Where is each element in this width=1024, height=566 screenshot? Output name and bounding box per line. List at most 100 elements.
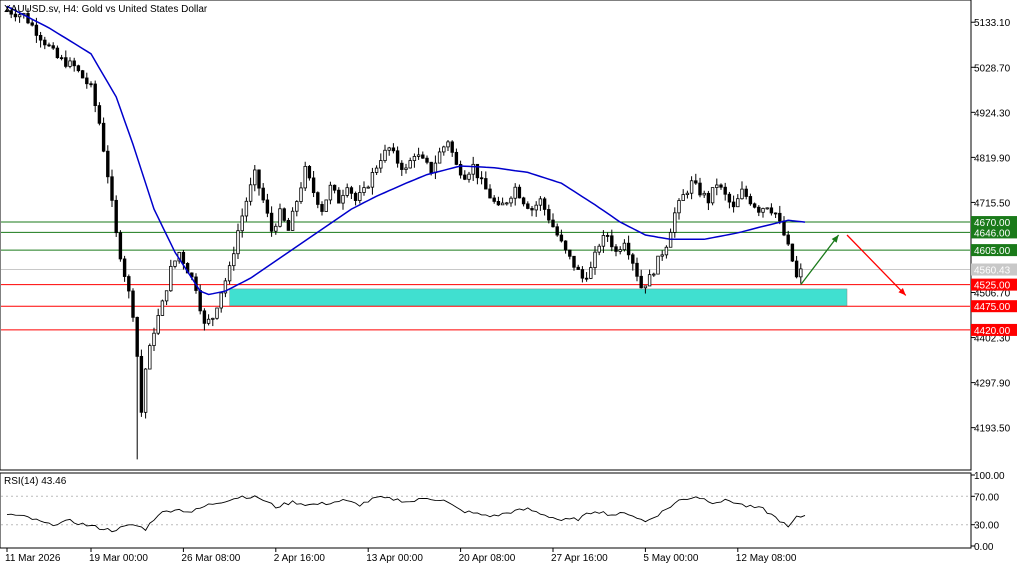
candle — [324, 199, 328, 212]
candle — [425, 155, 429, 165]
x-tick-label: 26 Mar 08:00 — [181, 553, 240, 564]
candle — [660, 250, 664, 261]
candle — [479, 171, 484, 185]
y-tick-label: 5133.10 — [974, 18, 1011, 29]
candle — [43, 36, 47, 50]
candle — [589, 261, 593, 280]
candle — [17, 12, 22, 23]
candle — [412, 153, 417, 168]
candle — [337, 187, 341, 204]
candle — [206, 314, 211, 326]
current-price-label: 4560.43 — [974, 266, 1011, 277]
candle — [97, 102, 102, 126]
candle — [156, 308, 160, 335]
moving-average — [6, 5, 806, 296]
candle — [559, 229, 564, 243]
candle — [278, 203, 282, 228]
candle — [790, 243, 795, 263]
candle — [269, 206, 274, 237]
candle — [152, 327, 156, 352]
candle — [475, 163, 480, 185]
candle — [274, 223, 278, 235]
rsi-pane-frame — [0, 472, 972, 549]
candle — [731, 195, 736, 213]
candle — [530, 206, 534, 217]
candle — [72, 57, 76, 72]
candle — [647, 269, 652, 287]
projection-arrow[interactable] — [800, 234, 840, 286]
candle — [395, 146, 400, 168]
candle — [488, 184, 492, 199]
candle — [635, 257, 639, 282]
candle — [702, 190, 706, 198]
chart-title: XAUUSD.sv, H4: Gold vs United States Dol… — [4, 4, 208, 15]
candle — [605, 232, 610, 242]
candle — [576, 264, 580, 270]
candle — [59, 54, 64, 61]
candle — [685, 190, 690, 199]
candle — [526, 201, 530, 210]
candle — [433, 155, 438, 180]
candle — [458, 160, 463, 179]
candle — [484, 171, 488, 190]
support-zone — [229, 288, 848, 307]
candle — [265, 193, 270, 218]
candle — [752, 202, 757, 209]
candle — [446, 140, 450, 151]
candle — [727, 191, 732, 209]
x-tick-label: 2 Apr 16:00 — [274, 553, 326, 564]
candle — [135, 316, 139, 460]
candle — [240, 208, 244, 238]
x-tick-label: 19 Mar 00:00 — [89, 553, 148, 564]
candle — [715, 178, 719, 196]
candle — [362, 181, 366, 196]
rsi-title: RSI(14) 43.46 — [4, 476, 67, 487]
candle — [744, 185, 748, 200]
level-badge — [971, 216, 1017, 229]
candle — [374, 165, 379, 175]
candle — [799, 263, 803, 284]
candle — [51, 42, 55, 50]
y-tick-label: 5028.70 — [974, 63, 1011, 74]
x-tick-label: 27 Apr 16:00 — [551, 553, 608, 564]
candle — [555, 223, 559, 237]
candle — [387, 146, 391, 156]
candle — [253, 165, 257, 192]
candle — [689, 176, 694, 200]
candle — [597, 243, 601, 256]
x-tick-label: 13 Apr 00:00 — [366, 553, 423, 564]
candle — [584, 272, 589, 282]
candle — [505, 201, 509, 206]
candle — [164, 290, 169, 306]
current-price-badge — [971, 263, 1017, 276]
level-badge-label: 4605.00 — [974, 246, 1011, 257]
candles — [5, 6, 803, 460]
candle — [160, 299, 165, 316]
rsi-tick-label: 0.00 — [974, 542, 994, 553]
candle — [286, 217, 291, 231]
candle — [341, 189, 345, 210]
projection-arrow[interactable] — [846, 234, 907, 296]
candle — [353, 191, 358, 206]
candle — [782, 216, 786, 237]
candle — [710, 187, 715, 206]
candle — [572, 255, 576, 271]
candle — [773, 212, 778, 219]
candle — [601, 230, 606, 253]
candle — [101, 117, 106, 153]
candle — [400, 160, 404, 176]
candle — [664, 245, 669, 259]
x-tick-label: 11 Mar 2026 — [5, 553, 61, 564]
candle — [492, 195, 496, 204]
candle — [626, 235, 631, 260]
candle — [332, 184, 337, 194]
candle — [379, 153, 383, 173]
candle — [232, 246, 236, 271]
candle — [85, 72, 89, 89]
candle — [538, 196, 543, 211]
candle — [311, 170, 316, 198]
y-tick-label: 4715.50 — [974, 198, 1011, 209]
candle — [416, 147, 421, 160]
